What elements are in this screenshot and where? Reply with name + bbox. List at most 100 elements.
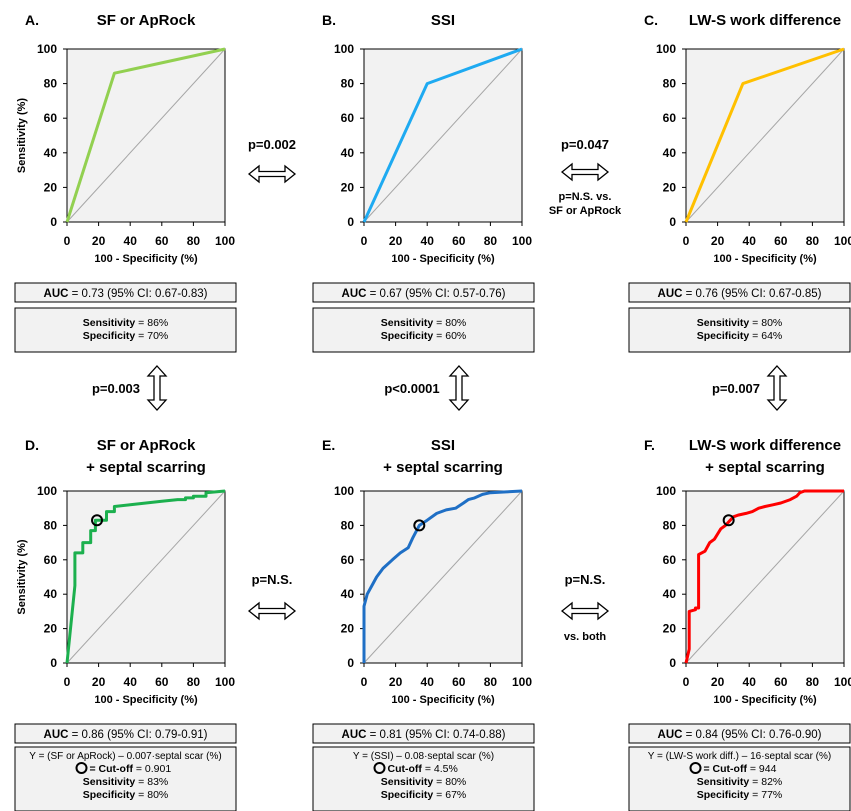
stat-line: Specificity = 60% xyxy=(381,330,467,342)
cutoff-value: = 0.901 xyxy=(133,763,171,775)
y-tick-label: 80 xyxy=(44,518,58,532)
reference-diagonal xyxy=(685,490,845,664)
x-axis-label: 100 - Specificity (%) xyxy=(94,253,198,265)
formula-text: Y = (SF or ApRock) – 0.007·septal scar (… xyxy=(29,751,221,762)
comparison-ef: p=N.S. xyxy=(565,572,606,587)
y-tick-label: 0 xyxy=(347,656,354,670)
x-tick-label: 80 xyxy=(806,675,820,689)
cutoff-value: = 944 xyxy=(747,763,777,775)
stats-box xyxy=(628,746,851,811)
x-tick-label: 0 xyxy=(683,234,690,248)
x-tick-label: 80 xyxy=(484,675,498,689)
y-tick-label: 40 xyxy=(663,587,677,601)
stats-box xyxy=(14,746,237,811)
stat-value: = 86% xyxy=(135,317,168,329)
x-axis-label: 100 - Specificity (%) xyxy=(391,694,495,706)
y-tick-label: 60 xyxy=(341,111,355,125)
stat-label: Specificity xyxy=(83,789,136,801)
stat-value: = 80% xyxy=(433,317,466,329)
x-tick-label: 60 xyxy=(155,675,169,689)
comparison-ad: p=0.003 xyxy=(92,381,140,396)
x-tick-label: 80 xyxy=(484,234,498,248)
comparison-be: p<0.0001 xyxy=(384,381,439,396)
roc-curve xyxy=(684,489,844,664)
stat-value: = 64% xyxy=(749,330,782,342)
y-tick-label: 40 xyxy=(44,587,58,601)
panel-letter: D. xyxy=(25,437,39,453)
y-tick-label: 40 xyxy=(341,146,355,160)
y-tick-label: 20 xyxy=(663,622,677,636)
y-tick-label: 100 xyxy=(334,42,354,56)
stats-box xyxy=(312,307,535,353)
stat-line: Sensitivity = 80% xyxy=(697,317,783,329)
x-tick-label: 20 xyxy=(711,234,725,248)
x-tick-label: 20 xyxy=(389,234,403,248)
x-tick-label: 60 xyxy=(774,234,788,248)
auc-text-bold: AUC xyxy=(44,729,69,741)
x-axis-label: 100 - Specificity (%) xyxy=(391,253,495,265)
auc-text-bold: AUC xyxy=(342,729,367,741)
stat-value: = 80% xyxy=(749,317,782,329)
x-axis-label: 100 - Specificity (%) xyxy=(94,694,198,706)
y-tick-label: 20 xyxy=(44,180,58,194)
stats-box xyxy=(14,307,237,353)
stat-value: = 83% xyxy=(135,776,168,788)
auc-box xyxy=(312,282,535,303)
cutoff-marker xyxy=(91,514,104,527)
double-arrow-icon xyxy=(146,365,168,411)
auc-text-value: = 0.81 (95% CI: 0.74-0.88) xyxy=(366,729,505,741)
chart-title: + septal scarring xyxy=(86,459,206,476)
x-tick-label: 0 xyxy=(64,234,71,248)
comparison-bc-note: SF or ApRock xyxy=(549,205,622,217)
y-tick-label: 60 xyxy=(44,553,58,567)
x-tick-label: 60 xyxy=(774,675,788,689)
auc-text-value: = 0.67 (95% CI: 0.57-0.76) xyxy=(366,288,505,300)
y-tick-label: 100 xyxy=(37,42,57,56)
cutoff-legend-marker xyxy=(689,762,702,774)
stat-label: Sensitivity xyxy=(381,776,434,788)
cutoff-value: = 4.5% xyxy=(422,763,458,775)
stat-line: Sensitivity = 80% xyxy=(381,317,467,329)
y-tick-label: 20 xyxy=(341,180,355,194)
chart-title: + septal scarring xyxy=(705,459,825,476)
cutoff-label: = Cut-off xyxy=(90,763,134,775)
x-tick-label: 0 xyxy=(683,675,690,689)
auc-text-value: = 0.84 (95% CI: 0.76-0.90) xyxy=(682,729,821,741)
stat-line: Specificity = 64% xyxy=(697,330,783,342)
cutoff-legend-marker xyxy=(373,762,386,774)
auc-text-value: = 0.86 (95% CI: 0.79-0.91) xyxy=(68,729,207,741)
x-tick-label: 80 xyxy=(187,234,201,248)
roc-curve xyxy=(362,47,523,223)
cutoff-label: = Cut-off xyxy=(704,763,748,775)
y-tick-label: 80 xyxy=(341,518,355,532)
stat-value: = 70% xyxy=(135,330,168,342)
stat-line: Specificity = 80% xyxy=(83,789,169,801)
stat-line: Sensitivity = 80% xyxy=(381,776,467,788)
chart-title: SF or ApRock xyxy=(97,437,196,454)
stat-label: Specificity xyxy=(83,330,136,342)
stat-label: Sensitivity xyxy=(83,776,136,788)
auc-box xyxy=(14,723,237,744)
x-tick-label: 100 xyxy=(512,234,532,248)
y-tick-label: 80 xyxy=(663,77,677,91)
double-arrow-icon xyxy=(247,601,297,621)
stat-line: Sensitivity = 82% xyxy=(697,776,783,788)
stat-label: Sensitivity xyxy=(697,317,750,329)
x-tick-label: 100 xyxy=(834,675,851,689)
y-tick-label: 80 xyxy=(341,77,355,91)
panel-letter: E. xyxy=(322,437,335,453)
x-tick-label: 100 xyxy=(512,675,532,689)
auc-box xyxy=(312,723,535,744)
comparison-ab: p=0.002 xyxy=(248,137,296,152)
stat-value: = 77% xyxy=(749,789,782,801)
y-tick-label: 60 xyxy=(44,111,58,125)
auc-text: AUC = 0.81 (95% CI: 0.74-0.88) xyxy=(342,729,506,741)
x-tick-label: 20 xyxy=(92,234,106,248)
x-tick-label: 100 xyxy=(834,234,851,248)
stat-line: Sensitivity = 83% xyxy=(83,776,169,788)
reference-diagonal xyxy=(685,48,845,223)
x-tick-label: 100 xyxy=(215,675,235,689)
auc-text: AUC = 0.84 (95% CI: 0.76-0.90) xyxy=(658,729,822,741)
auc-text: AUC = 0.76 (95% CI: 0.67-0.85) xyxy=(658,288,822,300)
